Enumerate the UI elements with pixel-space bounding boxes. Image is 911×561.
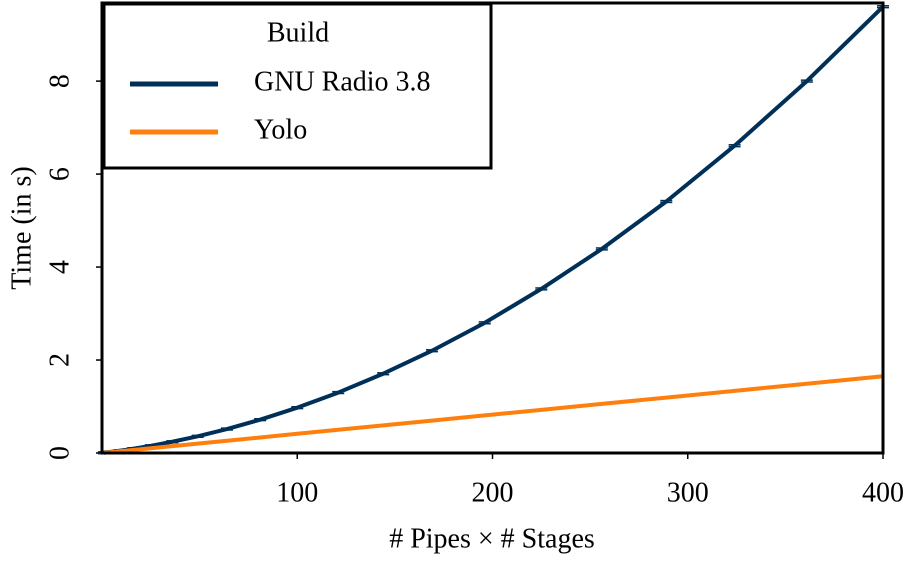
series-line [103,374,884,455]
error-bar [595,247,608,251]
error-bar [800,79,813,83]
legend-title: Build [267,17,329,48]
y-tick-label: 8 [44,74,75,88]
error-bar [535,287,548,291]
y-tick-label: 0 [44,446,75,460]
x-tick-label: 300 [667,477,709,508]
error-bar [166,440,179,444]
error-bar [478,321,491,325]
x-tick-label: 400 [862,477,904,508]
error-bar [291,405,304,410]
error-bar [660,199,673,204]
legend-label: Yolo [254,114,307,145]
y-tick-label: 2 [44,353,75,367]
error-bar [254,417,267,422]
y-tick-label: 6 [44,167,75,181]
error-bar [191,434,204,438]
y-axis-label: Time (in s) [6,166,37,289]
legend-label: GNU Radio 3.8 [254,66,431,97]
x-axis-label: # Pipes × # Stages [389,523,595,554]
error-bar [377,372,390,376]
x-tick-label: 100 [276,477,318,508]
error-bar [425,349,438,353]
error-bar [332,390,345,395]
error-bar [220,427,233,431]
x-tick-label: 200 [472,477,514,508]
error-bar [728,144,741,148]
y-tick-label: 4 [44,260,75,274]
